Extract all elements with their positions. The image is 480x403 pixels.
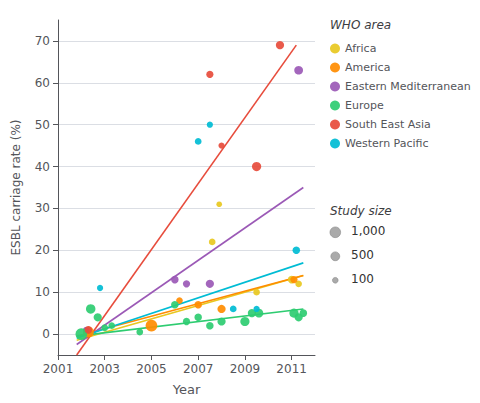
svg-text:Europe: Europe [345, 99, 384, 112]
svg-text:2001: 2001 [43, 362, 74, 376]
svg-text:50: 50 [35, 118, 50, 132]
svg-text:2009: 2009 [230, 362, 261, 376]
svg-text:100: 100 [351, 272, 374, 286]
svg-text:0: 0 [42, 327, 50, 341]
svg-text:2003: 2003 [89, 362, 120, 376]
svg-text:ESBL carriage rate (%): ESBL carriage rate (%) [9, 120, 23, 256]
svg-text:60: 60 [35, 76, 50, 90]
svg-text:Eastern Mediterranean: Eastern Mediterranean [345, 80, 471, 93]
svg-text:40: 40 [35, 160, 50, 174]
svg-text:America: America [345, 61, 390, 74]
svg-text:1,000: 1,000 [351, 224, 385, 238]
svg-text:WHO area: WHO area [330, 18, 391, 32]
svg-text:500: 500 [351, 248, 374, 262]
svg-text:Western Pacific: Western Pacific [345, 137, 429, 150]
svg-text:Year: Year [172, 382, 201, 397]
svg-text:Study size: Study size [330, 204, 392, 218]
svg-text:20: 20 [35, 243, 50, 257]
svg-text:2011: 2011 [276, 362, 307, 376]
svg-text:70: 70 [35, 34, 50, 48]
svg-text:South East Asia: South East Asia [345, 118, 431, 131]
svg-text:2007: 2007 [183, 362, 214, 376]
svg-text:10: 10 [35, 285, 50, 299]
svg-text:30: 30 [35, 201, 50, 215]
svg-text:2005: 2005 [136, 362, 167, 376]
svg-text:Africa: Africa [345, 42, 376, 55]
